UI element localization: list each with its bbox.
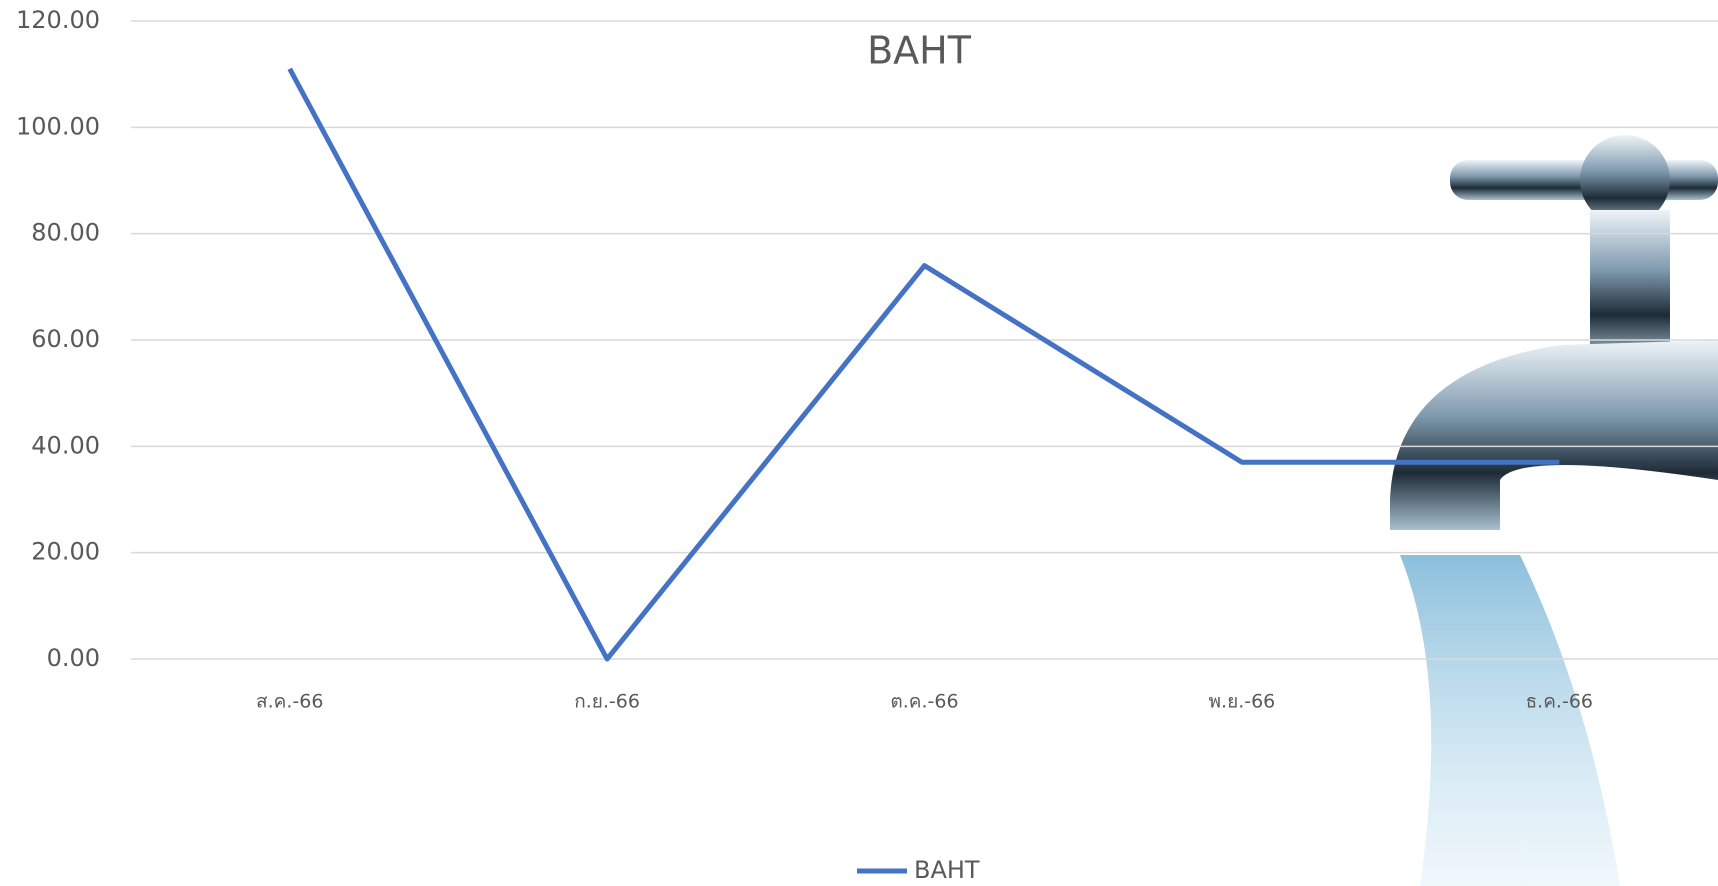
y-tick-label: 60.00 [31, 325, 100, 353]
series-line [287, 67, 1560, 662]
x-tick-label: ก.ย.-66 [574, 691, 640, 713]
y-tick-label: 0.00 [47, 644, 100, 672]
x-tick-label: ธ.ค.-66 [1526, 691, 1593, 713]
x-tick-label: พ.ย.-66 [1209, 691, 1276, 713]
water-stream [1400, 555, 1620, 886]
faucet-stem [1590, 210, 1670, 360]
faucet-spout [1390, 340, 1718, 530]
y-tick-label: 20.00 [31, 538, 100, 566]
legend-label: BAHT [914, 856, 980, 884]
chart-title: BAHT [867, 29, 972, 73]
y-tick-label: 100.00 [16, 112, 100, 140]
faucet-decoration [1390, 135, 1718, 886]
y-tick-label: 80.00 [31, 219, 100, 247]
x-tick-label: ส.ค.-66 [256, 691, 323, 713]
faucet-knob [1580, 135, 1670, 225]
x-tick-label: ต.ค.-66 [890, 691, 958, 713]
y-tick-label: 40.00 [31, 431, 100, 459]
y-tick-label: 120.00 [16, 6, 100, 34]
